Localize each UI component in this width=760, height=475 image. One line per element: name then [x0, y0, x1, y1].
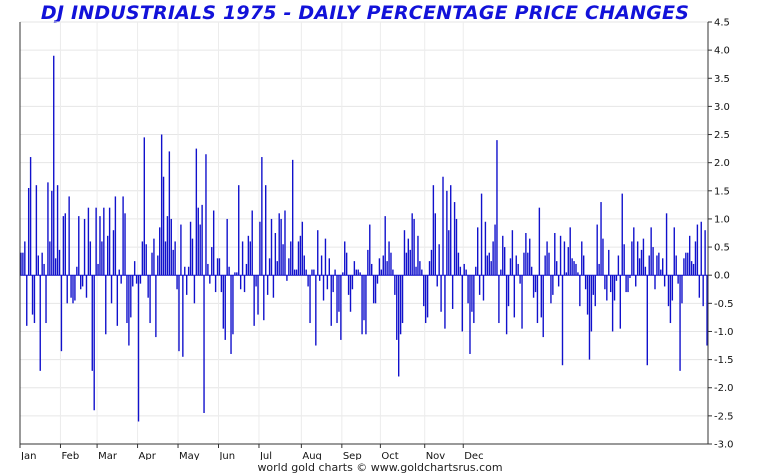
chart-title: DJ INDUSTRIALS 1975 - DAILY PERCENTAGE P…	[40, 2, 690, 24]
x-tick-label-jun: Jun	[218, 451, 235, 460]
y-tick-label: -1.0	[714, 327, 734, 338]
y-tick-label: -0.5	[714, 299, 734, 310]
x-tick-label-aug: Aug	[302, 451, 322, 460]
x-tick-labels: Jan Feb Mar Apr May Jun Jul Aug Sep Oct Nov Dec	[20, 451, 484, 460]
x-tick-label-jan: Jan	[20, 451, 36, 460]
x-tick-label-sep: Sep	[343, 451, 362, 460]
x-tick-label-feb: Feb	[61, 451, 79, 460]
y-tick-labels: 4.5 4.0 3.5 3.0 2.5 2.0 1.5 1.0 0.5 0.0 -0.5 -1.0 -1…	[714, 18, 734, 451]
y-tick-label: 4.5	[714, 18, 730, 29]
bars	[20, 55, 708, 422]
y-tick-label: 2.0	[714, 158, 730, 169]
chart-plot: 4.5 4.0 3.5 3.0 2.5 2.0 1.5 1.0 0.5 0.0 -0.5 -1.0 -1…	[19, 18, 734, 460]
chart-footer: world gold charts © www.goldchartsrus.co…	[257, 461, 503, 474]
x-tick-label-oct: Oct	[381, 451, 398, 460]
y-tick-label: 0.5	[714, 243, 730, 254]
y-tick-label: -1.5	[714, 355, 734, 366]
y-tick-label: 2.5	[714, 130, 730, 141]
y-tick-label: 3.0	[714, 102, 730, 113]
x-tick-label-jul: Jul	[259, 451, 272, 460]
y-tick-label: -2.5	[714, 411, 734, 422]
y-tick-label: 3.5	[714, 74, 730, 85]
x-tick-label-may: May	[179, 451, 200, 460]
y-tick-label: -2.0	[714, 383, 734, 394]
x-tick-label-mar: Mar	[98, 451, 118, 460]
axes	[19, 21, 712, 448]
y-tick-label: 0.0	[714, 271, 730, 282]
y-tick-label: 4.0	[714, 46, 730, 57]
y-tick-label: -3.0	[714, 440, 734, 451]
x-tick-label-apr: Apr	[139, 451, 157, 460]
x-tick-label-nov: Nov	[426, 451, 446, 460]
x-tick-label-dec: Dec	[464, 451, 483, 460]
y-tick-label: 1.0	[714, 214, 730, 225]
y-tick-label: 1.5	[714, 186, 730, 197]
